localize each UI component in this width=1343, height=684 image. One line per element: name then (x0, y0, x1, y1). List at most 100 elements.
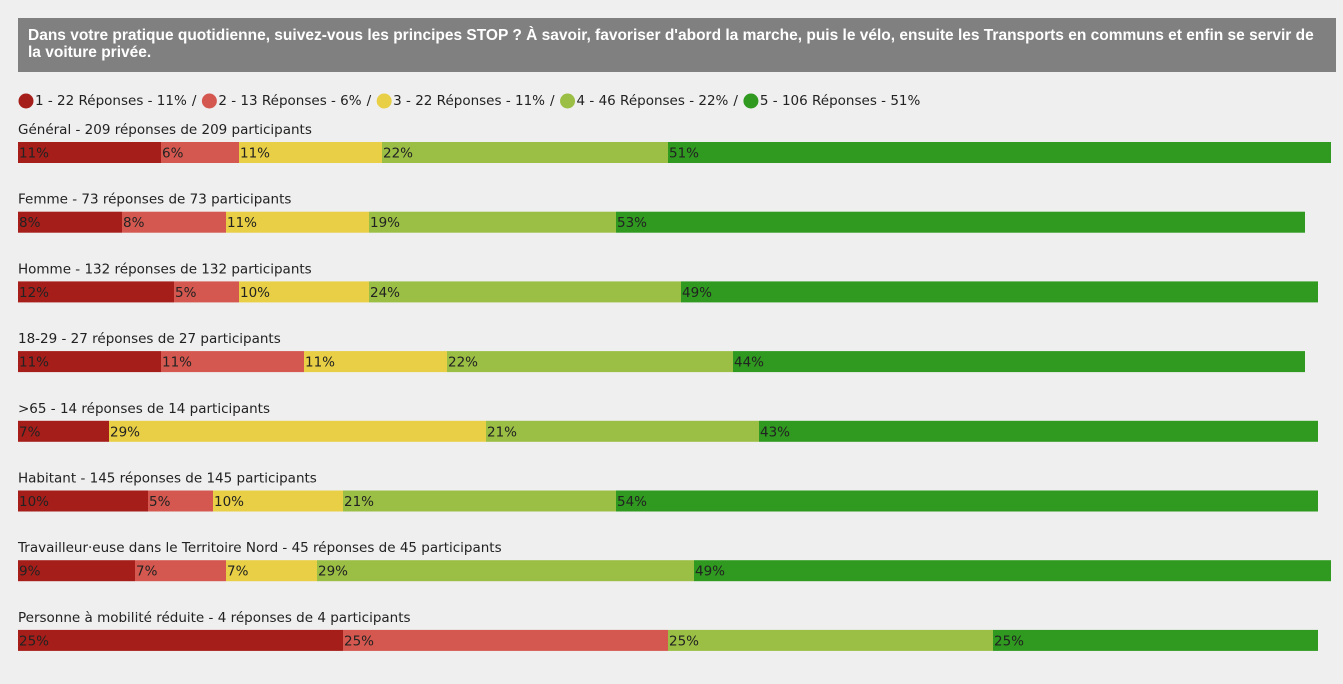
legend-label: 2 - 13 Réponses - 6% (218, 93, 361, 109)
data-label: 11% (227, 215, 257, 231)
chart-title: Dans votre pratique quotidienne, suivez-… (18, 18, 1336, 72)
bar-segment (18, 351, 161, 373)
legend-separator: / (733, 93, 738, 109)
bar-segment (369, 211, 616, 233)
data-label: 10% (214, 494, 244, 510)
data-label: 51% (669, 146, 699, 162)
bar-segment (122, 211, 226, 233)
bar-segment (135, 560, 226, 582)
data-label: 29% (318, 564, 348, 580)
data-label: 29% (110, 424, 140, 440)
data-label: 25% (994, 633, 1024, 649)
bar-segment (369, 281, 681, 303)
data-label: 11% (19, 146, 49, 162)
bar-segment (382, 142, 668, 163)
row-label: Homme - 132 réponses de 132 participants (18, 261, 312, 277)
bar-segment (18, 560, 135, 582)
data-label: 54% (617, 494, 647, 510)
data-label: 53% (617, 215, 647, 231)
legend-label: 1 - 22 Réponses - 11% (35, 93, 187, 109)
data-label: 8% (19, 215, 41, 231)
bar-segment (161, 142, 239, 163)
bar-segment (733, 351, 1305, 373)
bar-segment (616, 490, 1318, 512)
bar-segment (304, 351, 447, 373)
bar-segment (447, 351, 733, 373)
bar-segment (18, 420, 109, 442)
data-label: 10% (19, 494, 49, 510)
data-label: 9% (19, 564, 41, 580)
legend-separator: / (550, 93, 555, 109)
bar-segment (213, 490, 343, 512)
row-label: 18-29 - 27 réponses de 27 participants (18, 331, 281, 347)
row-label: Travailleur·euse dans le Territoire Nord… (17, 540, 502, 556)
data-label: 43% (760, 424, 790, 440)
data-label: 21% (344, 494, 374, 510)
legend-swatch (18, 93, 34, 109)
bar-segment (109, 420, 486, 442)
row-label: Habitant - 145 réponses de 145 participa… (18, 471, 317, 487)
bar-segment (486, 420, 759, 442)
legend-label: 5 - 106 Réponses - 51% (760, 93, 921, 109)
data-label: 25% (344, 633, 374, 649)
bar-segment (148, 490, 213, 512)
data-label: 11% (240, 146, 270, 162)
data-label: 19% (370, 215, 400, 231)
data-label: 49% (695, 564, 725, 580)
data-label: 22% (448, 355, 478, 371)
data-label: 8% (123, 215, 145, 231)
row-label: Personne à mobilité réduite - 4 réponses… (18, 610, 411, 626)
bar-segment (239, 142, 382, 163)
bar-segment (18, 142, 161, 163)
legend-swatch (743, 93, 759, 109)
data-label: 6% (162, 146, 184, 162)
bar-segment (317, 560, 694, 582)
bar-segment (18, 211, 122, 233)
data-label: 12% (19, 285, 49, 301)
data-label: 10% (240, 285, 270, 301)
data-label: 21% (487, 424, 517, 440)
bar-segment (226, 211, 369, 233)
bar-segment (694, 560, 1331, 582)
legend-swatch (376, 93, 392, 109)
data-label: 5% (175, 285, 197, 301)
legend-label: 3 - 22 Réponses - 11% (393, 93, 545, 109)
bar-segment (18, 281, 174, 303)
bar-segment (993, 629, 1318, 651)
row-label: >65 - 14 réponses de 14 participants (18, 401, 270, 417)
bar-segment (161, 351, 304, 373)
legend-swatch (560, 93, 576, 109)
data-label: 11% (162, 355, 192, 371)
row-label: Femme - 73 réponses de 73 participants (18, 192, 291, 208)
bar-segment (18, 490, 148, 512)
data-label: 44% (734, 355, 764, 371)
bar-segment (616, 211, 1305, 233)
bar-segment (226, 560, 317, 582)
bar-segment (239, 281, 369, 303)
data-label: 25% (19, 633, 49, 649)
bar-segment (343, 629, 668, 651)
bar-segment (681, 281, 1318, 303)
data-label: 11% (305, 355, 335, 371)
legend-label: 4 - 46 Réponses - 22% (577, 93, 729, 109)
row-label: Général - 209 réponses de 209 participan… (18, 122, 312, 138)
bar-segment (668, 142, 1331, 163)
data-label: 7% (227, 564, 249, 580)
bar-segment (343, 490, 616, 512)
bar-segment (668, 629, 993, 651)
legend-swatch (201, 93, 217, 109)
bar-segment (759, 420, 1318, 442)
data-label: 11% (19, 355, 49, 371)
data-label: 22% (383, 146, 413, 162)
legend-separator: / (367, 93, 372, 109)
data-label: 24% (370, 285, 400, 301)
data-label: 25% (669, 633, 699, 649)
data-label: 5% (149, 494, 171, 510)
data-label: 7% (19, 424, 41, 440)
legend-separator: / (192, 93, 197, 109)
data-label: 7% (136, 564, 158, 580)
bar-segment (174, 281, 239, 303)
data-label: 49% (682, 285, 712, 301)
